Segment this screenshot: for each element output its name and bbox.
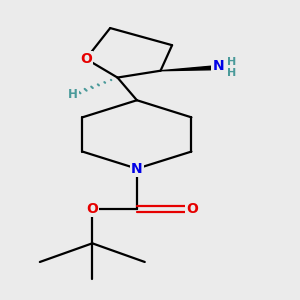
Text: N: N xyxy=(131,162,143,176)
Text: O: O xyxy=(186,202,198,216)
Text: H: H xyxy=(226,57,236,67)
Text: H: H xyxy=(68,88,78,101)
Text: O: O xyxy=(86,202,98,216)
Text: N: N xyxy=(212,59,224,73)
Text: O: O xyxy=(80,52,92,66)
Polygon shape xyxy=(160,66,218,71)
Text: H: H xyxy=(226,68,236,78)
